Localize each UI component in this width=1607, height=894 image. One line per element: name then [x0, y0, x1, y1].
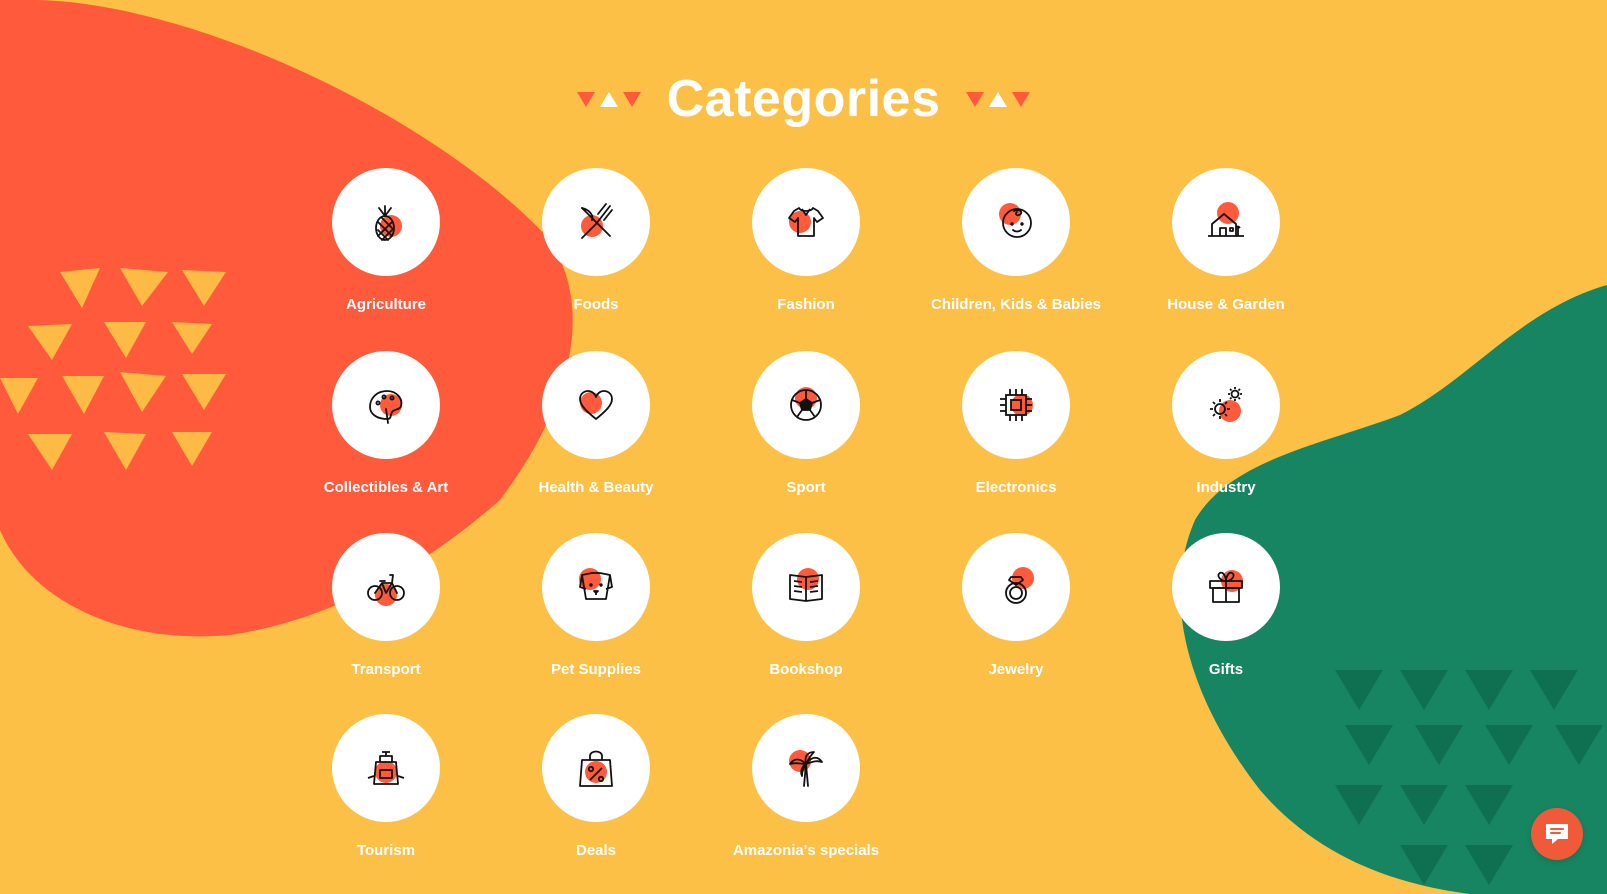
category-circle — [542, 533, 650, 641]
category-circle — [752, 168, 860, 276]
category-electronics[interactable]: Electronics — [911, 351, 1121, 496]
category-circle — [752, 533, 860, 641]
house-icon — [1208, 202, 1244, 237]
category-circle — [752, 351, 860, 459]
right-triangle-pattern — [1335, 670, 1603, 885]
category-circle — [1172, 168, 1280, 276]
category-circle — [542, 168, 650, 276]
gears-icon — [1210, 387, 1242, 422]
category-label: Deals — [575, 842, 617, 859]
category-label: Fashion — [777, 296, 835, 313]
category-tourism[interactable]: Tourism — [281, 714, 491, 859]
category-circle — [1172, 351, 1280, 459]
left-triangles-icon — [576, 92, 641, 107]
category-circle — [542, 714, 650, 822]
category-label: Amazonia's specials — [732, 842, 880, 859]
category-label: Children, Kids & Babies — [930, 296, 1102, 313]
chat-bubble-icon — [1546, 824, 1568, 844]
category-collectibles-art[interactable]: Collectibles & Art — [281, 351, 491, 496]
fork-knife-icon — [581, 203, 613, 239]
category-children-kids-babies[interactable]: Children, Kids & Babies — [911, 168, 1121, 313]
category-foods[interactable]: Foods — [491, 168, 701, 313]
left-triangle-pattern — [0, 268, 226, 470]
category-label: Sport — [786, 479, 826, 496]
baby-face-icon — [999, 203, 1032, 238]
category-label: House & Garden — [1167, 296, 1285, 313]
heart-icon — [579, 390, 613, 420]
page-title: Categories — [666, 70, 941, 128]
shirt-icon — [788, 207, 824, 237]
backpack-icon — [367, 751, 405, 785]
category-circle — [332, 168, 440, 276]
palm-tree-icon — [789, 750, 823, 787]
category-circle — [332, 533, 440, 641]
category-label: Bookshop — [769, 661, 843, 678]
category-label: Jewelry — [988, 661, 1044, 678]
category-fashion[interactable]: Fashion — [701, 168, 911, 313]
category-label: Transport — [351, 661, 421, 678]
pineapple-icon — [375, 205, 402, 241]
category-label: Tourism — [356, 842, 416, 859]
category-bookshop[interactable]: Bookshop — [701, 533, 911, 678]
category-label: Collectibles & Art — [323, 479, 449, 496]
category-amazonias-specials[interactable]: Amazonia's specials — [701, 714, 911, 859]
left-blob — [0, 0, 573, 637]
category-label: Foods — [573, 296, 619, 313]
category-circle — [332, 714, 440, 822]
category-circle — [962, 168, 1070, 276]
category-circle — [752, 714, 860, 822]
category-circle — [962, 351, 1070, 459]
category-house-garden[interactable]: House & Garden — [1121, 168, 1331, 313]
category-label: Industry — [1196, 479, 1256, 496]
chip-icon — [1000, 389, 1033, 421]
soccer-ball-icon — [790, 387, 822, 421]
category-circle — [542, 351, 650, 459]
category-circle — [962, 533, 1070, 641]
shopping-bag-percent-icon — [579, 750, 613, 787]
category-label: Pet Supplies — [550, 661, 642, 678]
category-jewelry[interactable]: Jewelry — [911, 533, 1121, 678]
category-label: Health & Beauty — [538, 479, 654, 496]
bicycle-icon — [367, 574, 405, 606]
gift-icon — [1209, 570, 1243, 603]
book-icon — [789, 568, 823, 602]
category-circle — [332, 351, 440, 459]
category-gifts[interactable]: Gifts — [1121, 533, 1331, 678]
category-pet-supplies[interactable]: Pet Supplies — [491, 533, 701, 678]
palette-icon — [369, 390, 403, 424]
category-label: Agriculture — [345, 296, 426, 313]
category-transport[interactable]: Transport — [281, 533, 491, 678]
category-circle — [1172, 533, 1280, 641]
category-sport[interactable]: Sport — [701, 351, 911, 496]
category-label: Gifts — [1208, 661, 1244, 678]
category-health-beauty[interactable]: Health & Beauty — [491, 351, 701, 496]
categories-heading: Categories — [0, 64, 1607, 134]
dog-icon — [579, 568, 613, 600]
category-deals[interactable]: Deals — [491, 714, 701, 859]
category-industry[interactable]: Industry — [1121, 351, 1331, 496]
chat-button[interactable] — [1531, 808, 1583, 860]
ring-icon — [1005, 567, 1034, 604]
right-triangles-icon — [966, 92, 1031, 107]
category-label: Electronics — [975, 479, 1057, 496]
category-agriculture[interactable]: Agriculture — [281, 168, 491, 313]
